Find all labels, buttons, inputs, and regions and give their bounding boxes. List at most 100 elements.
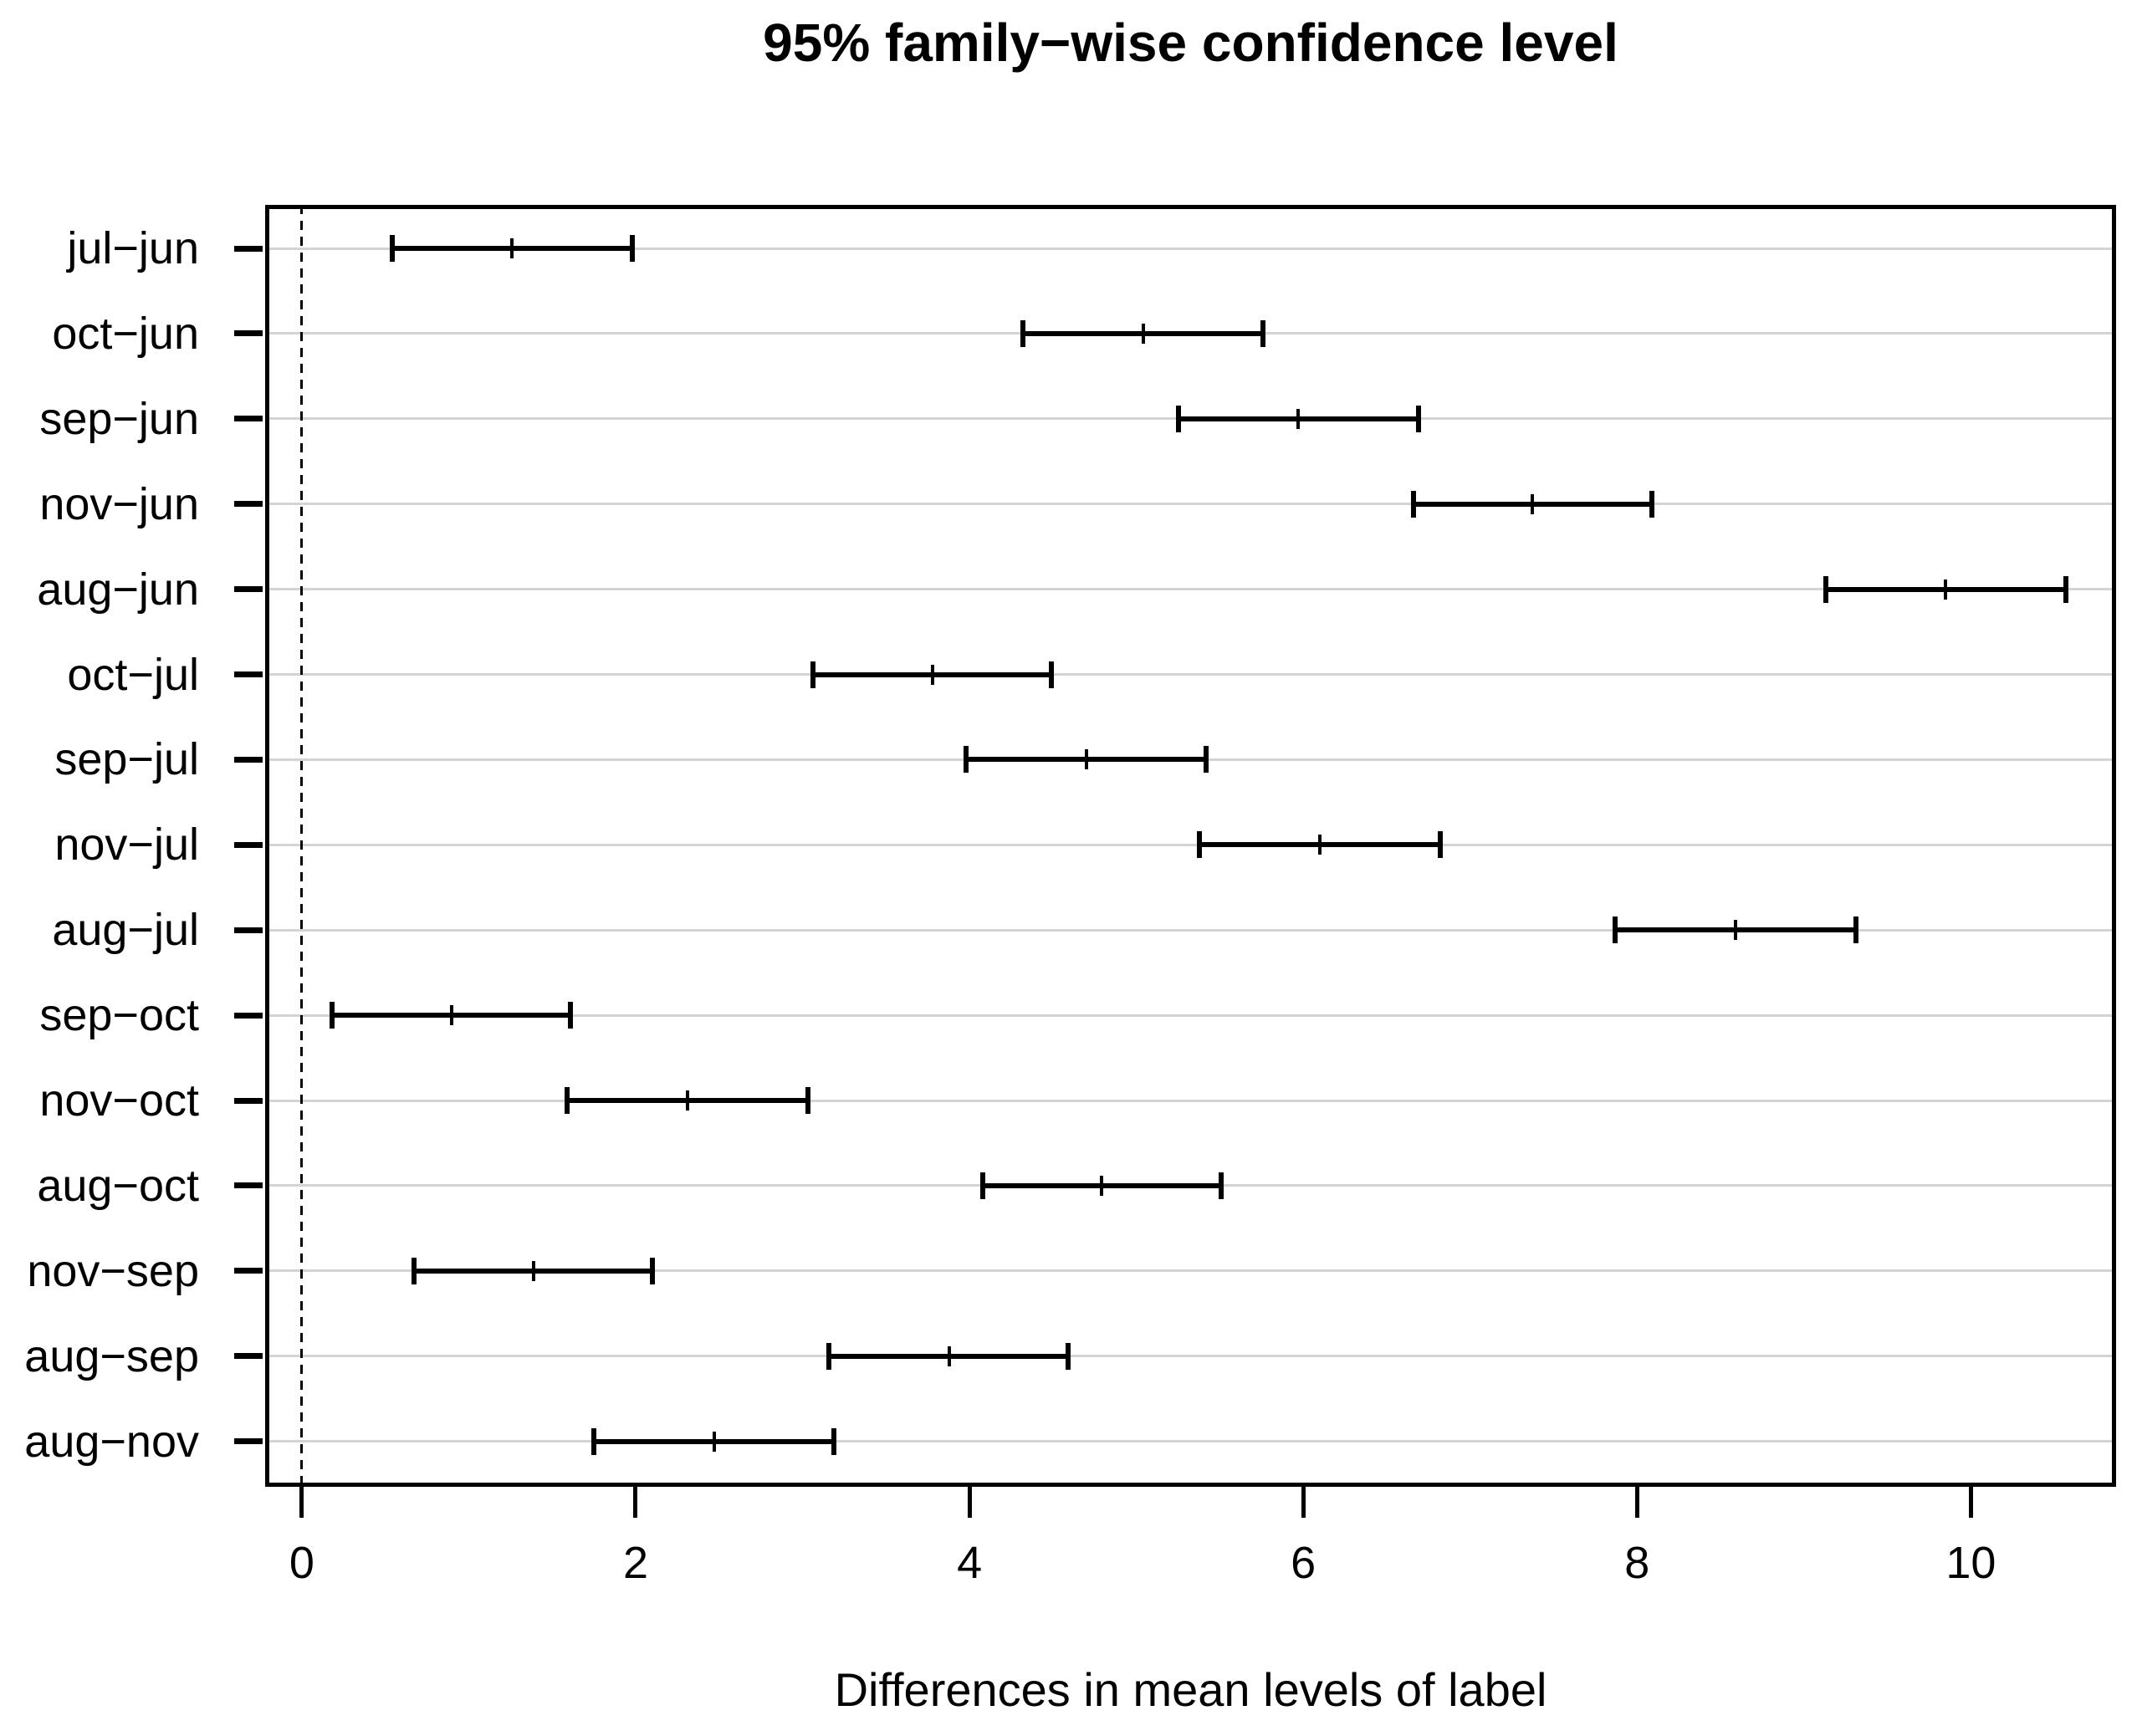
- x-axis-tick-label: 4: [957, 1538, 983, 1588]
- ci-estimate-tick: [1099, 1175, 1103, 1196]
- ci-estimate-tick: [712, 1431, 716, 1452]
- y-axis-tick: [234, 1438, 263, 1445]
- ci-upper-cap: [630, 235, 635, 262]
- ci-estimate-tick: [1530, 493, 1534, 514]
- x-axis-tick: [967, 1487, 972, 1518]
- y-axis-label: nov−oct: [39, 1075, 199, 1126]
- ci-estimate-tick: [1084, 749, 1088, 770]
- ci-lower-cap: [810, 661, 815, 688]
- y-axis-label: jul−jun: [67, 223, 199, 273]
- y-axis-label: sep−jul: [54, 734, 199, 785]
- y-axis-tick: [234, 330, 263, 337]
- y-axis-label: nov−jul: [54, 819, 199, 871]
- y-axis-tick: [234, 927, 263, 933]
- ci-lower-cap: [329, 1002, 335, 1029]
- ci-estimate-tick: [1296, 408, 1301, 429]
- y-axis-label: aug−sep: [24, 1330, 199, 1381]
- ci-lower-cap: [964, 746, 969, 774]
- x-axis-tick-label: 0: [289, 1538, 314, 1588]
- y-axis-tick: [234, 1097, 263, 1104]
- y-axis-tick: [234, 1012, 263, 1019]
- ci-upper-cap: [1415, 405, 1421, 432]
- y-axis-label: aug−jun: [37, 564, 199, 615]
- ci-estimate-tick: [685, 1090, 689, 1111]
- gridline: [269, 928, 2112, 932]
- x-axis-tick-label: 2: [622, 1538, 648, 1588]
- ci-lower-cap: [591, 1427, 597, 1455]
- zero-reference-line: [300, 205, 304, 1487]
- y-axis-label: aug−nov: [24, 1416, 199, 1467]
- ci-lower-cap: [980, 1172, 986, 1199]
- x-axis-tick: [1301, 1487, 1306, 1518]
- ci-upper-cap: [1204, 746, 1209, 774]
- y-axis-tick: [234, 501, 263, 508]
- gridline: [269, 1355, 2112, 1358]
- gridline: [269, 588, 2112, 591]
- y-axis-label: oct−jun: [52, 308, 199, 359]
- ci-upper-cap: [2063, 575, 2069, 603]
- gridline: [269, 247, 2112, 250]
- y-axis-label: aug−jul: [52, 905, 199, 956]
- x-axis-tick-label: 10: [1945, 1538, 1996, 1588]
- ci-upper-cap: [805, 1087, 810, 1114]
- x-axis-tick-label: 8: [1624, 1538, 1650, 1588]
- y-axis-tick: [234, 1353, 263, 1360]
- ci-lower-cap: [1020, 319, 1025, 347]
- x-axis-tick: [633, 1487, 638, 1518]
- x-axis-tick: [1634, 1487, 1639, 1518]
- gridline: [269, 503, 2112, 506]
- ci-estimate-tick: [1734, 920, 1738, 941]
- y-axis-tick: [234, 586, 263, 593]
- y-axis-tick: [234, 245, 263, 252]
- ci-upper-cap: [568, 1002, 574, 1029]
- gridline: [269, 1440, 2112, 1443]
- ci-lower-cap: [1823, 575, 1828, 603]
- ci-upper-cap: [1219, 1172, 1224, 1199]
- x-axis-tick: [299, 1487, 304, 1518]
- gridline: [269, 843, 2112, 846]
- x-axis-title: Differences in mean levels of label: [834, 1663, 1547, 1716]
- ci-estimate-tick: [1141, 323, 1145, 344]
- ci-upper-cap: [1260, 319, 1266, 347]
- y-axis-tick: [234, 756, 263, 763]
- ci-lower-cap: [389, 235, 395, 262]
- ci-estimate-tick: [510, 238, 514, 258]
- y-axis-label: aug−oct: [37, 1160, 199, 1211]
- ci-upper-cap: [1649, 490, 1655, 518]
- ci-upper-cap: [1853, 917, 1858, 944]
- ci-estimate-tick: [450, 1005, 454, 1026]
- ci-upper-cap: [1065, 1342, 1071, 1370]
- ci-upper-cap: [1437, 831, 1443, 859]
- y-axis-tick: [234, 671, 263, 677]
- gridline: [269, 673, 2112, 676]
- x-axis-tick-label: 6: [1291, 1538, 1316, 1588]
- ci-lower-cap: [826, 1342, 832, 1370]
- y-axis-label: nov−jun: [39, 478, 199, 529]
- ci-estimate-tick: [532, 1260, 536, 1281]
- gridline: [269, 1014, 2112, 1017]
- y-axis-label: sep−oct: [39, 990, 199, 1041]
- ci-upper-cap: [649, 1257, 655, 1284]
- y-axis-label: sep−jun: [39, 393, 199, 444]
- y-axis-tick: [234, 841, 263, 848]
- y-axis-tick: [234, 416, 263, 422]
- ci-upper-cap: [1048, 661, 1054, 688]
- ci-lower-cap: [1175, 405, 1181, 432]
- y-axis-tick: [234, 1182, 263, 1189]
- ci-estimate-tick: [1944, 579, 1948, 600]
- ci-lower-cap: [1613, 917, 1618, 944]
- ci-lower-cap: [1197, 831, 1203, 859]
- gridline: [269, 1269, 2112, 1273]
- y-axis-label: oct−jul: [67, 649, 199, 700]
- y-axis-tick: [234, 1268, 263, 1274]
- gridline: [269, 1099, 2112, 1102]
- ci-lower-cap: [411, 1257, 417, 1284]
- ci-estimate-tick: [1318, 835, 1322, 855]
- y-axis-label: nov−sep: [27, 1245, 199, 1296]
- ci-estimate-tick: [948, 1345, 952, 1366]
- chart-title: 95% family−wise confidence level: [763, 13, 1618, 73]
- ci-lower-cap: [565, 1087, 570, 1114]
- ci-upper-cap: [831, 1427, 837, 1455]
